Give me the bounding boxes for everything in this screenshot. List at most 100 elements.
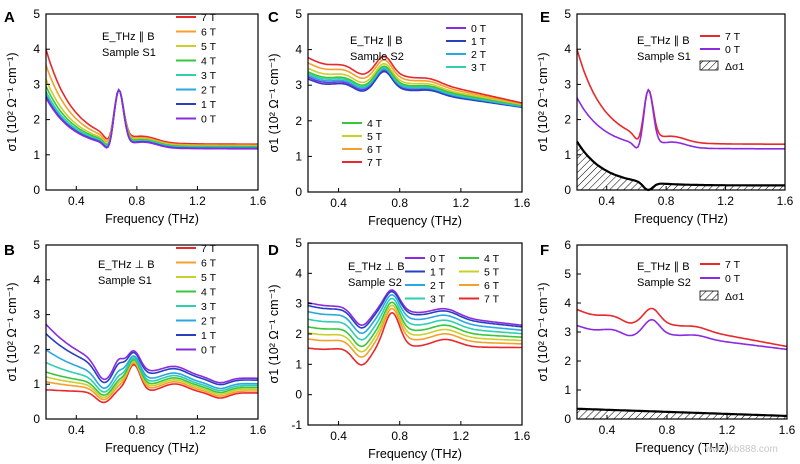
panel-d: 0.4 0.8 1.2 1.6 -1 0 1 2 3 4 5 Frequency (THz) σ1 (1…	[267, 236, 531, 461]
y-tick-label: 2	[564, 354, 571, 368]
y-tick-label: 0	[564, 183, 571, 197]
y-tick-label: 1	[33, 148, 40, 162]
legend-label: 4 T	[201, 287, 217, 299]
y-tick-label: 1	[564, 383, 571, 397]
series-line-5t	[307, 304, 522, 353]
x-tick-label: 0.8	[129, 194, 146, 208]
y-axis-title: σ1 (10² Ω⁻¹ cm⁻¹)	[536, 282, 550, 381]
x-tick-label: 0.8	[391, 196, 408, 210]
y-tick-label: 5	[564, 7, 571, 21]
legend-label: 2 T	[201, 85, 217, 97]
y-tick-label: 5	[295, 236, 302, 250]
legend-label: 4 T	[367, 118, 383, 130]
series-line-7t	[307, 55, 523, 104]
x-tick-label: 0.4	[330, 196, 347, 210]
series-line-2t	[307, 68, 523, 108]
x-axis-title: Frequency (THz)	[635, 441, 729, 455]
y-tick-label: 1	[33, 377, 40, 391]
plot-frame	[576, 13, 786, 191]
legend-label: 0 T	[725, 273, 741, 285]
y-tick-label: 0	[295, 388, 302, 402]
legend-label: Δσ1	[725, 291, 744, 303]
x-tick-label: 1.6	[514, 196, 531, 210]
series-line-7t	[307, 311, 522, 366]
legend-label: 2 T	[430, 280, 446, 292]
x-axis-title: Frequency (THz)	[368, 447, 462, 461]
y-tick-label: 2	[33, 342, 40, 356]
panel-a: 0.4 0.8 1.2 1.6 0 1 2 3 4 5 Frequency (THz) σ1 (10²…	[4, 7, 267, 226]
x-tick-label: 1.6	[250, 423, 267, 437]
annotation-line: Sample S2	[348, 277, 402, 289]
y-tick-label: 3	[295, 78, 302, 92]
series-line-1t	[307, 290, 523, 329]
series-line-4t	[307, 65, 523, 106]
x-tick-label: 1.2	[719, 423, 736, 437]
x-tick-label: 0.4	[68, 194, 85, 208]
series-line-5t	[45, 360, 258, 399]
y-tick-label: 4	[295, 266, 302, 280]
legend-label: Δσ1	[725, 61, 744, 73]
y-tick-label: 2	[564, 113, 571, 127]
y-axis-title: σ1 (10² Ω⁻¹ cm⁻¹)	[267, 284, 281, 383]
annotation-line: Sample S1	[637, 51, 691, 63]
x-tick-label: 1.2	[453, 196, 470, 210]
y-tick-label: 2	[295, 114, 302, 128]
panel-f: 0.4 0.8 1.2 1.6 0 1 2 3 4 5 6 Frequency (THz) σ1 (10…	[536, 238, 796, 455]
legend-label: 0 T	[201, 345, 217, 357]
y-tick-label: 5	[564, 267, 571, 281]
panel-letter: E	[540, 9, 550, 26]
x-axis-title: Frequency (THz)	[368, 214, 462, 228]
y-tick-label: 4	[33, 42, 40, 56]
panel-letter: B	[4, 242, 15, 259]
annotation-line: Sample S1	[102, 47, 156, 59]
series-line-4t	[307, 301, 523, 348]
x-tick-label: 0.8	[659, 423, 676, 437]
annotation-line: Sample S2	[350, 51, 404, 63]
y-tick-label: 1	[295, 357, 302, 371]
series-line-7t	[45, 48, 258, 145]
panel-letter: F	[540, 242, 549, 259]
legend-label: 1 T	[430, 267, 446, 279]
series-line-5t	[307, 62, 523, 106]
y-tick-label: 0	[33, 412, 40, 426]
y-tick-label: 5	[33, 238, 40, 252]
legend-label: 6 T	[367, 144, 383, 156]
legend-label: 7 T	[201, 12, 217, 24]
legend-label: 4 T	[484, 253, 500, 265]
legend-label: 4 T	[201, 56, 217, 68]
annotation-line: Sample S1	[98, 275, 152, 287]
legend-label: 7 T	[484, 294, 500, 306]
series-line-0t	[576, 318, 788, 351]
y-tick-label: 3	[33, 308, 40, 322]
series-line-6t	[307, 59, 523, 105]
panel-letter: C	[268, 9, 279, 26]
annotation-line: Sample S2	[637, 277, 691, 289]
annotation-line: E_THz ∥ B	[637, 261, 690, 273]
series-line-0t	[576, 88, 785, 150]
y-tick-label: 1	[564, 148, 571, 162]
annotation-line: E_THz ∥ B	[102, 31, 155, 43]
y-tick-label: 6	[564, 238, 571, 252]
y-axis-title: σ1 (10² Ω⁻¹ cm⁻¹)	[267, 53, 281, 152]
x-tick-label: 0.4	[330, 429, 347, 443]
legend-label: 1 T	[201, 99, 217, 111]
x-tick-label: 0.4	[68, 423, 85, 437]
series-line-6t	[307, 307, 523, 358]
x-tick-label: 0.8	[129, 423, 146, 437]
legend-label: 3 T	[430, 294, 446, 306]
y-axis-title: σ1 (10² Ω⁻¹ cm⁻¹)	[5, 282, 19, 381]
annotation-line: E_THz ∥ B	[637, 35, 690, 47]
legend-label: 3 T	[201, 301, 217, 313]
legend-label: 1 T	[471, 36, 487, 48]
y-tick-label: 5	[33, 7, 40, 21]
legend-label: 0 T	[201, 114, 217, 126]
annotation-line: E_THz ⊥ B	[348, 261, 405, 273]
legend-label: 7 T	[367, 157, 383, 169]
difference-area	[577, 141, 785, 190]
plot-frame	[45, 244, 259, 420]
x-tick-label: 1.6	[514, 429, 531, 443]
series-line-2t	[45, 349, 258, 390]
panel-c: 0.4 0.8 1.2 1.6 0 1 2 3 4 5 Frequency (THz) σ1 (10²…	[267, 7, 531, 228]
annotation-line: E_THz ∥ B	[350, 35, 403, 47]
